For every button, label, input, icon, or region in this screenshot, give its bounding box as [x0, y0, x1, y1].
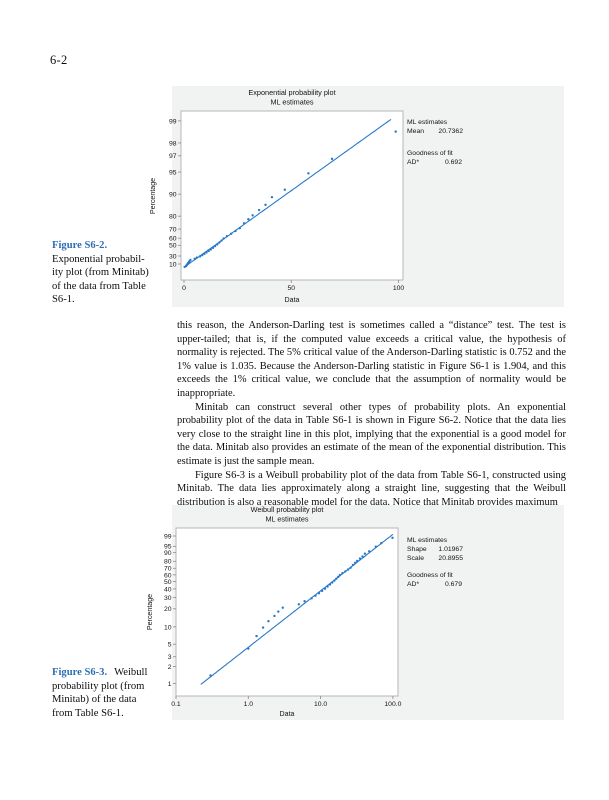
- legend-mean-value: 20.7362: [438, 128, 463, 135]
- figure-s6-2-caption-text: Exponential probabil- ity plot (from Min…: [52, 253, 149, 306]
- legend-ml-title: ML estimates: [407, 119, 448, 126]
- paragraph-anderson-darling: this reason, the Anderson-Darling test i…: [177, 320, 566, 399]
- svg-text:70: 70: [164, 566, 172, 573]
- svg-text:100: 100: [393, 285, 405, 292]
- svg-text:90: 90: [169, 192, 177, 199]
- svg-text:50: 50: [164, 579, 172, 586]
- svg-text:80: 80: [164, 559, 172, 566]
- figure-s6-3-caption-inline: Weibull: [114, 667, 148, 678]
- chart-title: Weibull probability plot: [251, 505, 324, 514]
- legend-ad-label: AD*: [407, 581, 419, 588]
- svg-text:0.1: 0.1: [171, 701, 181, 708]
- svg-text:10.0: 10.0: [314, 701, 327, 708]
- svg-text:10: 10: [164, 624, 172, 631]
- svg-text:99: 99: [164, 533, 172, 540]
- body-text: this reason, the Anderson-Darling test i…: [177, 319, 566, 509]
- chart-subtitle: ML estimates: [270, 98, 313, 107]
- x-axis-label: Data: [285, 296, 300, 304]
- figure-s6-2-caption: Figure S6-2. Exponential probabil- ity p…: [52, 239, 178, 307]
- legend-gof-title: Goodness of fit: [407, 572, 453, 579]
- legend-ml-title: ML estimates: [407, 537, 448, 544]
- chart-title: Exponential probability plot: [248, 88, 335, 97]
- legend-shape-label: Shape: [407, 546, 427, 553]
- figure-s6-3-caption-text: probability plot (from Minitab) of the d…: [52, 680, 145, 719]
- svg-text:1: 1: [168, 681, 172, 688]
- svg-text:10: 10: [169, 261, 177, 268]
- figure-s6-2-caption-label: Figure S6-2.: [52, 240, 108, 251]
- chart-subtitle: ML estimates: [265, 515, 308, 524]
- svg-text:70: 70: [169, 226, 177, 233]
- svg-text:98: 98: [169, 140, 177, 147]
- svg-text:30: 30: [164, 595, 172, 602]
- svg-text:60: 60: [169, 236, 177, 243]
- svg-text:40: 40: [164, 586, 172, 593]
- svg-text:20: 20: [164, 606, 172, 613]
- svg-text:30: 30: [169, 253, 177, 260]
- svg-text:5: 5: [168, 642, 172, 649]
- legend-ad-value: 0.692: [445, 159, 462, 166]
- legend-scale-value: 20.8955: [438, 555, 463, 562]
- legend-shape-value: 1.01967: [438, 546, 463, 553]
- legend-mean-label: Mean: [407, 128, 424, 135]
- svg-text:2: 2: [168, 664, 172, 671]
- svg-text:3: 3: [168, 654, 172, 661]
- svg-text:90: 90: [164, 550, 172, 557]
- legend-ad-value: 0.679: [445, 581, 462, 588]
- svg-text:95: 95: [169, 169, 177, 176]
- svg-text:50: 50: [287, 285, 295, 292]
- legend-scale-label: Scale: [407, 555, 424, 562]
- legend-ad-label: AD*: [407, 159, 419, 166]
- svg-text:100.0: 100.0: [384, 701, 401, 708]
- svg-text:1.0: 1.0: [244, 701, 254, 708]
- svg-text:50: 50: [169, 243, 177, 250]
- x-axis-label: Data: [280, 710, 295, 718]
- legend-gof-title: Goodness of fit: [407, 150, 453, 157]
- paragraph-weibull-plot: Figure S6-3 is a Weibull probability plo…: [177, 469, 566, 508]
- y-axis-label: Percentage: [149, 178, 157, 214]
- figure-s6-3-caption-label: Figure S6-3.: [52, 667, 108, 678]
- figure-s6-3-caption: Figure S6-3. Weibull probability plot (fr…: [52, 666, 184, 720]
- svg-text:99: 99: [169, 118, 177, 125]
- svg-text:0: 0: [182, 285, 186, 292]
- paragraph-exponential-plot: Minitab can construct several other type…: [177, 401, 566, 467]
- svg-text:97: 97: [169, 153, 177, 160]
- page-number: 6-2: [50, 53, 68, 67]
- svg-text:80: 80: [169, 214, 177, 221]
- figure-s6-3-caption-line1: Figure S6-3. Weibull: [52, 666, 184, 680]
- svg-text:60: 60: [164, 572, 172, 579]
- svg-text:95: 95: [164, 544, 172, 551]
- y-axis-label: Percentage: [146, 594, 154, 630]
